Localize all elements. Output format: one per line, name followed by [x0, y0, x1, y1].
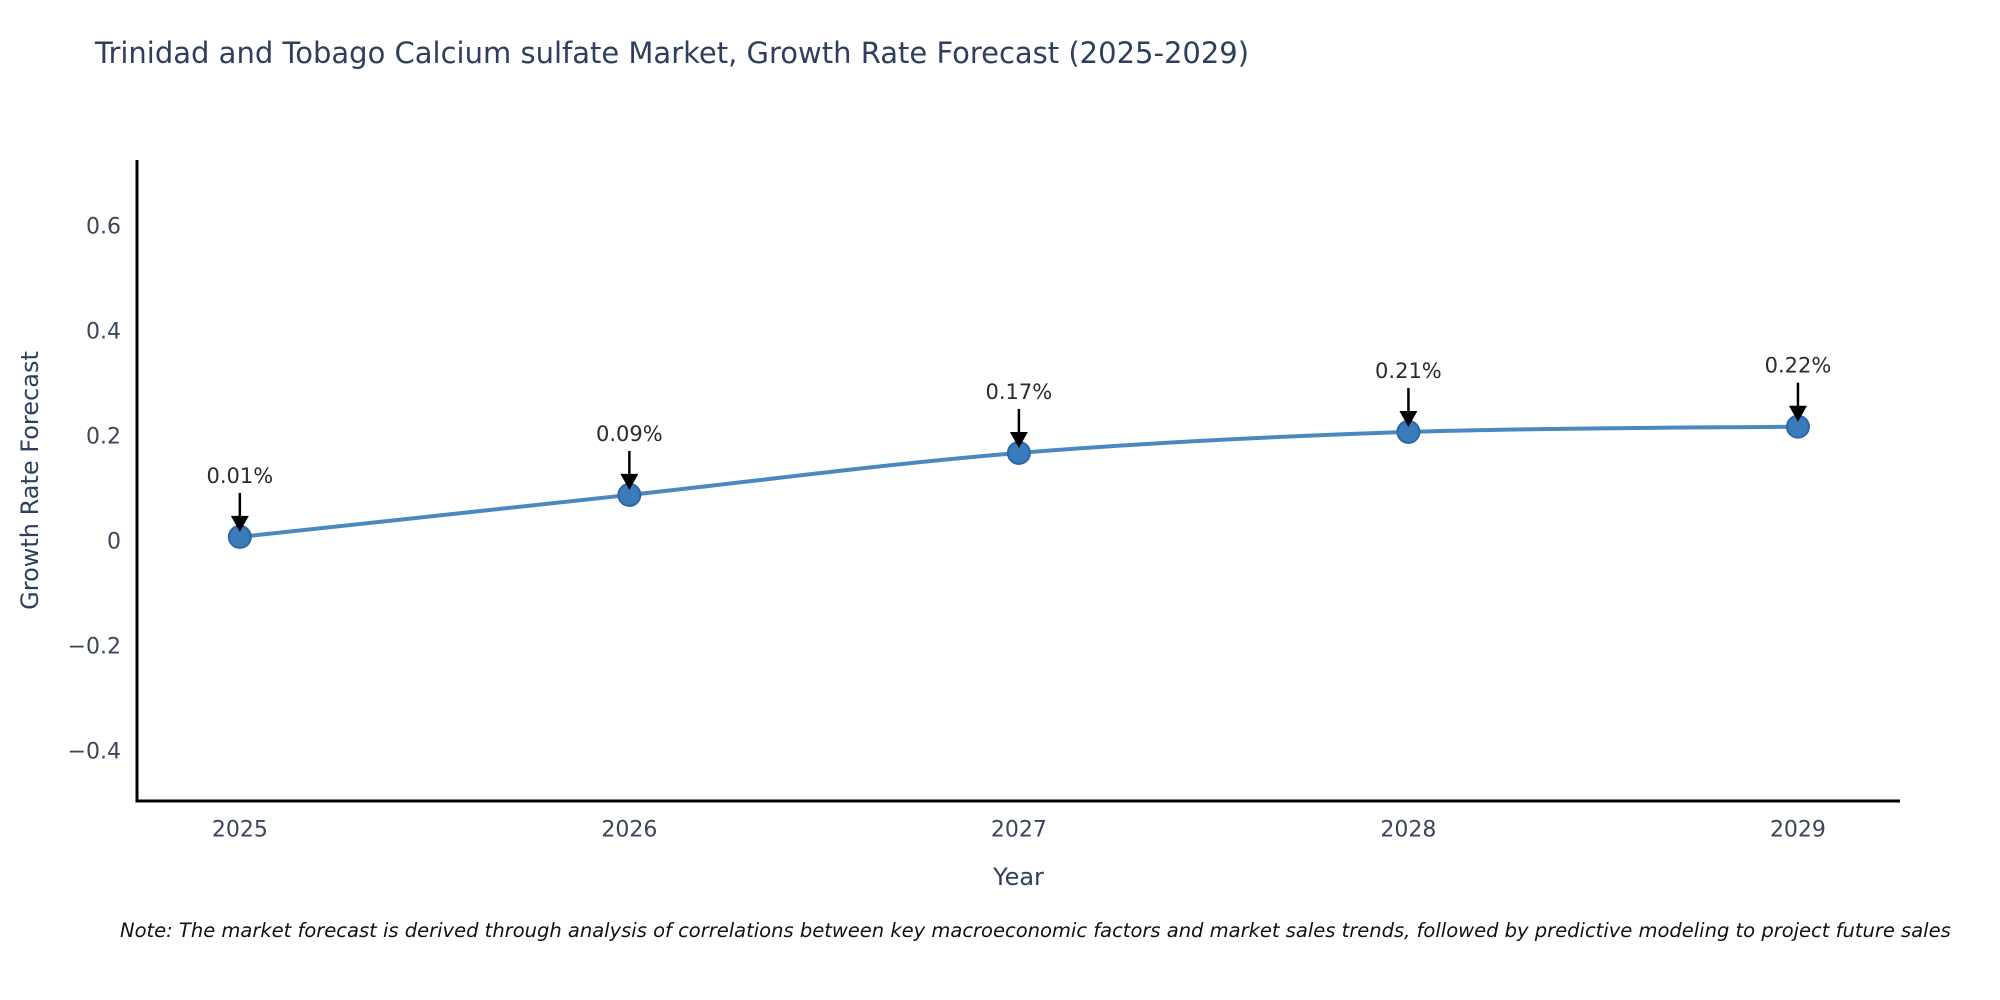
y-tick-label: −0.2 — [68, 635, 121, 660]
chart-title: Trinidad and Tobago Calcium sulfate Mark… — [95, 36, 1250, 70]
x-tick-label: 2029 — [1770, 818, 1826, 843]
annotation-label: 0.17% — [986, 380, 1053, 404]
y-tick-label: 0.2 — [86, 425, 121, 450]
annotation-arrowhead — [1788, 405, 1807, 422]
x-tick-label: 2026 — [601, 818, 657, 843]
annotation-arrowhead — [1009, 431, 1028, 448]
annotation-label: 0.22% — [1765, 354, 1832, 378]
x-axis-title: Year — [992, 863, 1044, 891]
annotation-label: 0.09% — [596, 422, 663, 446]
annotation-arrowhead — [620, 473, 639, 490]
footnote: Note: The market forecast is derived thr… — [120, 919, 1951, 942]
y-tick-label: −0.4 — [68, 740, 121, 765]
y-tick-label: 0 — [107, 530, 121, 555]
annotation-label: 0.01% — [206, 464, 273, 488]
x-tick-label: 2028 — [1380, 818, 1436, 843]
y-tick-label: 0.6 — [86, 215, 121, 240]
annotation-arrowhead — [230, 515, 249, 532]
x-tick-label: 2025 — [212, 818, 268, 843]
y-axis-title: Growth Rate Forecast — [16, 351, 44, 610]
annotation-arrowhead — [1399, 410, 1418, 427]
annotation-label: 0.21% — [1375, 359, 1442, 383]
y-tick-label: 0.4 — [86, 320, 121, 345]
x-tick-label: 2027 — [991, 818, 1047, 843]
